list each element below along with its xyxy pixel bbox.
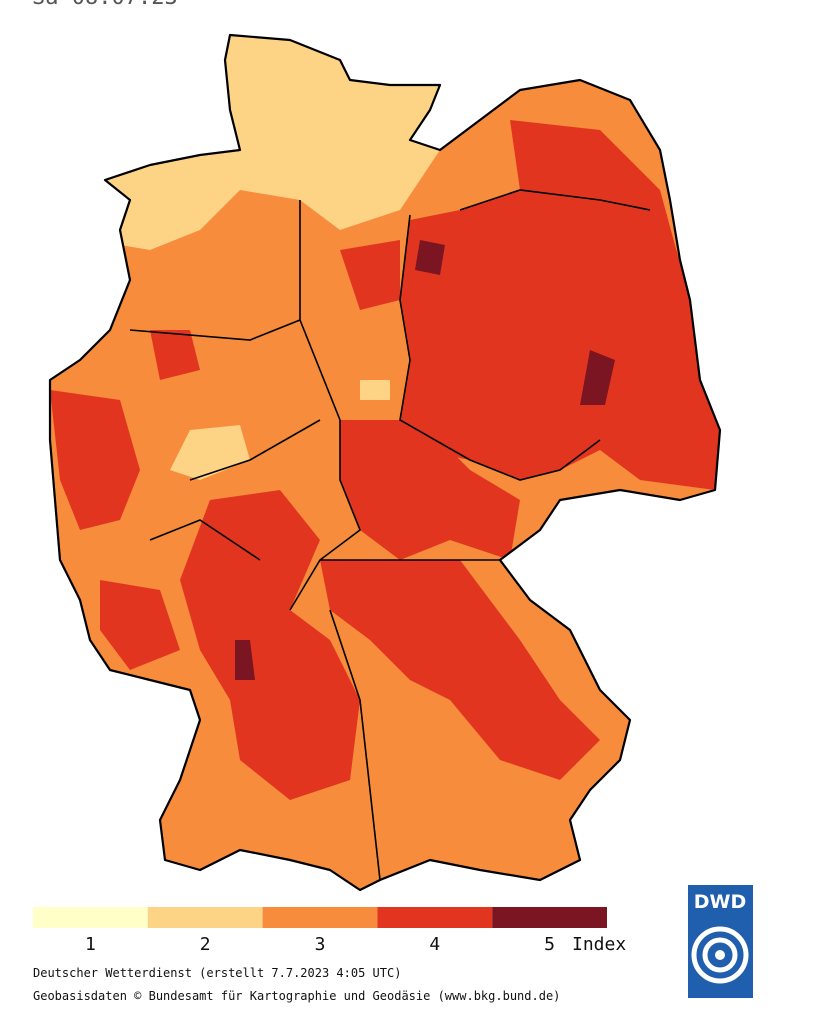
legend-label: 5 <box>544 934 555 955</box>
legend-unit: Index <box>572 934 626 955</box>
date: Sa 08.07.23 <box>32 0 178 10</box>
legend-swatch <box>492 907 607 928</box>
credit-line: Deutscher Wetterdienst (erstellt 7.7.202… <box>33 966 401 980</box>
legend-label: 2 <box>200 934 211 955</box>
credit-line: Geobasisdaten © Bundesamt für Kartograph… <box>33 989 560 1003</box>
dwd-logo: DWD <box>688 885 753 998</box>
legend-swatch <box>33 907 148 928</box>
state-borders <box>129 189 651 881</box>
legend-label: 4 <box>429 934 440 955</box>
logo-text: DWD <box>694 891 747 913</box>
heat-map <box>50 35 720 890</box>
legend-swatch <box>377 907 493 928</box>
legend: 1 2 3 4 5 Index <box>33 907 626 955</box>
legend-label: 1 <box>85 934 96 955</box>
legend-swatch <box>147 907 263 928</box>
legend-label: 3 <box>315 934 326 955</box>
legend-swatch <box>262 907 378 928</box>
